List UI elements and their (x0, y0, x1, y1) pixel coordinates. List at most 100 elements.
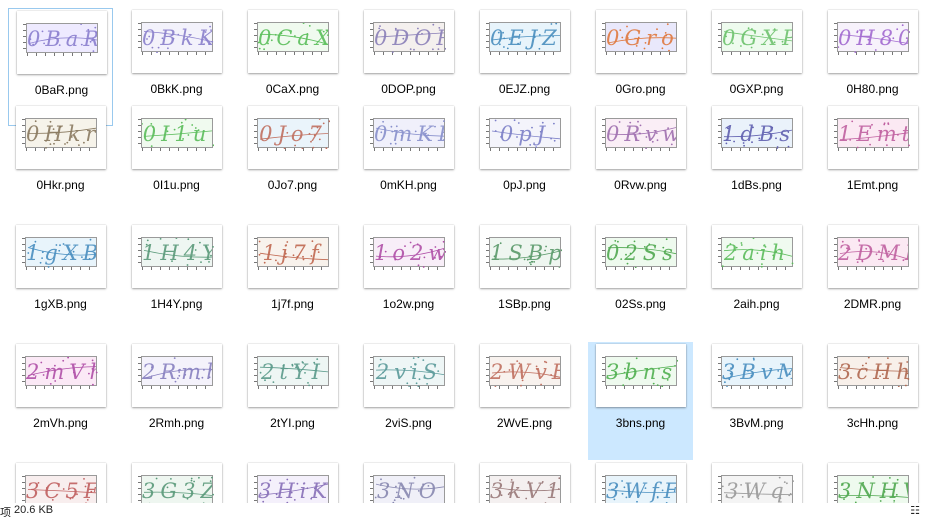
file-item[interactable]: 3Wq (704, 461, 809, 505)
file-item[interactable]: 0Hkr 0Hkr.png (8, 104, 113, 222)
captcha-text: 0GXP (722, 26, 792, 50)
file-item[interactable]: 0CaX 0CaX.png (240, 8, 345, 126)
file-item[interactable]: 0Jo7 0Jo7.png (240, 104, 345, 222)
axis-ticks (23, 24, 26, 52)
captcha-text: 1SBp (490, 241, 560, 265)
file-item[interactable]: 2mVh 2mVh.png (8, 342, 113, 460)
file-thumbnail: 3bns (596, 344, 686, 407)
axis-ticks (254, 119, 257, 147)
file-item[interactable]: 0DOP 0DOP.png (356, 8, 461, 126)
axis-ticks (374, 148, 444, 151)
file-item[interactable]: 0Rvw 0Rvw.png (588, 104, 693, 222)
file-thumbnail: 1dBs (712, 106, 802, 169)
axis-ticks (138, 357, 141, 385)
noise-pattern (259, 119, 330, 149)
axis-ticks (138, 476, 141, 504)
axis-ticks (370, 23, 373, 51)
file-item[interactable]: 2Rmh 2Rmh.png (124, 342, 229, 460)
view-toggle-icon[interactable]: ☷ (910, 505, 920, 517)
file-item[interactable]: 0I1u 0I1u.png (124, 104, 229, 222)
file-item[interactable]: 1gXB 1gXB.png (8, 223, 113, 341)
file-item[interactable]: 3G3Z (124, 461, 229, 505)
axis-ticks (370, 357, 373, 385)
file-item[interactable]: 2WvE 2WvE.png (472, 342, 577, 460)
file-thumbnail: 3G3Z (132, 463, 222, 505)
file-item[interactable]: 3kV1 (472, 461, 577, 505)
file-thumbnail: 1o2w (364, 225, 454, 288)
noise-pattern (607, 120, 677, 149)
noise-pattern (258, 240, 329, 264)
axis-ticks (258, 267, 328, 270)
file-name: 2tYI.png (270, 416, 315, 430)
file-item[interactable]: 0H80 0H80.png (820, 8, 925, 126)
axis-ticks (838, 52, 908, 55)
file-item[interactable]: 02Ss 02Ss.png (588, 223, 693, 341)
axis-ticks (602, 238, 605, 266)
file-item[interactable]: 2viS 2viS.png (356, 342, 461, 460)
file-item[interactable]: 0EJZ 0EJZ.png (472, 8, 577, 126)
axis-ticks (374, 52, 444, 55)
file-name: 0Hkr.png (36, 178, 85, 192)
file-item[interactable]: 1Emt 1Emt.png (820, 104, 925, 222)
captcha-image: 2mVh (22, 356, 98, 389)
captcha-image: 2Rmh (138, 356, 213, 389)
captcha-image: 0pJ (486, 118, 561, 151)
axis-ticks (602, 119, 605, 147)
file-item[interactable]: 3NO (356, 461, 461, 505)
file-name: 1dBs.png (731, 178, 782, 192)
axis-ticks (834, 238, 837, 266)
file-name: 1j7f.png (271, 297, 314, 311)
file-item[interactable]: 0mKH 0mKH.png (356, 104, 461, 222)
noise-pattern (375, 357, 445, 387)
file-item[interactable]: 1SBp 1SBp.png (472, 223, 577, 341)
file-thumbnail: 0Hkr (16, 106, 106, 169)
axis-ticks (486, 238, 489, 266)
file-name: 1gXB.png (34, 297, 87, 311)
file-item[interactable]: 0BkK 0BkK.png (124, 8, 229, 126)
file-item[interactable]: 1j7f 1j7f.png (240, 223, 345, 341)
noise-pattern (607, 23, 677, 52)
captcha-image: 0Jo7 (254, 118, 330, 151)
captcha-image: 3G3Z (138, 475, 214, 505)
captcha-image: 0EJZ (486, 22, 561, 55)
file-item[interactable]: 3HiK (240, 461, 345, 505)
file-item[interactable]: 3cHh 3cHh.png (820, 342, 925, 460)
file-item[interactable]: 3NHV (820, 461, 925, 505)
captcha-image: 0I1u (138, 118, 214, 151)
captcha-image: 1j7f (254, 237, 329, 270)
file-item[interactable]: 3C5F (8, 461, 113, 505)
axis-ticks (370, 476, 373, 504)
file-item[interactable]: 3BvM 3BvM.png (704, 342, 809, 460)
file-item[interactable]: 2DMR 2DMR.png (820, 223, 925, 341)
axis-ticks (486, 357, 489, 385)
captcha-text: 2aih (723, 241, 791, 265)
noise-pattern (258, 23, 329, 51)
axis-ticks (490, 267, 560, 270)
file-item[interactable]: 0GXP 0GXP.png (704, 8, 809, 126)
file-thumbnail: 2Rmh (132, 344, 222, 407)
axis-ticks (254, 238, 257, 266)
axis-ticks (486, 23, 489, 51)
axis-ticks (254, 23, 257, 51)
captcha-image: 1o2w (370, 237, 446, 270)
file-item[interactable]: 1o2w 1o2w.png (356, 223, 461, 341)
file-item[interactable]: 3WfF (588, 461, 693, 505)
file-thumbnail: 3BvM (712, 344, 802, 407)
file-item[interactable]: 0BaR 0BaR.png (8, 8, 113, 126)
noise-pattern (27, 238, 97, 268)
file-item[interactable]: 2tYI 2tYI.png (240, 342, 345, 460)
file-item[interactable]: 0pJ 0pJ.png (472, 104, 577, 222)
captcha-image: 1SBp (486, 237, 562, 270)
file-thumbnail: 0H80 (828, 10, 918, 73)
axis-ticks (142, 386, 212, 389)
axis-ticks (602, 23, 605, 51)
file-item[interactable]: 3bns 3bns.png (588, 342, 693, 460)
axis-ticks (142, 267, 212, 270)
file-name: 3cHh.png (846, 416, 899, 430)
file-item[interactable]: 2aih 2aih.png (704, 223, 809, 341)
axis-ticks (26, 148, 96, 151)
file-item[interactable]: 0Gro 0Gro.png (588, 8, 693, 126)
file-item[interactable]: 1H4Y 1H4Y.png (124, 223, 229, 341)
file-item[interactable]: 1dBs 1dBs.png (704, 104, 809, 222)
captcha-image: 3C5F (22, 475, 97, 505)
